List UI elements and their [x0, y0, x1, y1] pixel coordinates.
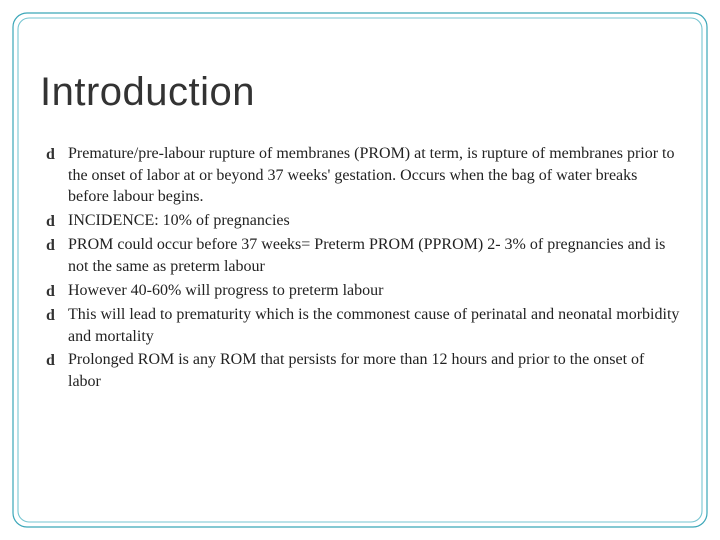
- bullet-icon: d: [46, 234, 68, 257]
- list-item: d However 40-60% will progress to preter…: [46, 280, 680, 303]
- bullet-text: Premature/pre-labour rupture of membrane…: [68, 143, 680, 208]
- bullet-icon: d: [46, 210, 68, 233]
- bullet-text: This will lead to prematurity which is t…: [68, 304, 680, 347]
- bullet-text: INCIDENCE: 10% of pregnancies: [68, 210, 680, 232]
- bullet-text: PROM could occur before 37 weeks= Preter…: [68, 234, 680, 277]
- bullet-icon: d: [46, 349, 68, 372]
- bullet-icon: d: [46, 304, 68, 327]
- bullet-text: However 40-60% will progress to preterm …: [68, 280, 680, 302]
- list-item: d PROM could occur before 37 weeks= Pret…: [46, 234, 680, 277]
- bullet-icon: d: [46, 280, 68, 303]
- list-item: d This will lead to prematurity which is…: [46, 304, 680, 347]
- list-item: d Prolonged ROM is any ROM that persists…: [46, 349, 680, 392]
- slide-title: Introduction: [40, 70, 680, 115]
- list-item: d Premature/pre-labour rupture of membra…: [46, 143, 680, 208]
- list-item: d INCIDENCE: 10% of pregnancies: [46, 210, 680, 233]
- content-area: Introduction d Premature/pre-labour rupt…: [40, 70, 680, 395]
- bullet-list: d Premature/pre-labour rupture of membra…: [40, 143, 680, 393]
- bullet-text: Prolonged ROM is any ROM that persists f…: [68, 349, 680, 392]
- slide: Introduction d Premature/pre-labour rupt…: [0, 0, 720, 540]
- bullet-icon: d: [46, 143, 68, 166]
